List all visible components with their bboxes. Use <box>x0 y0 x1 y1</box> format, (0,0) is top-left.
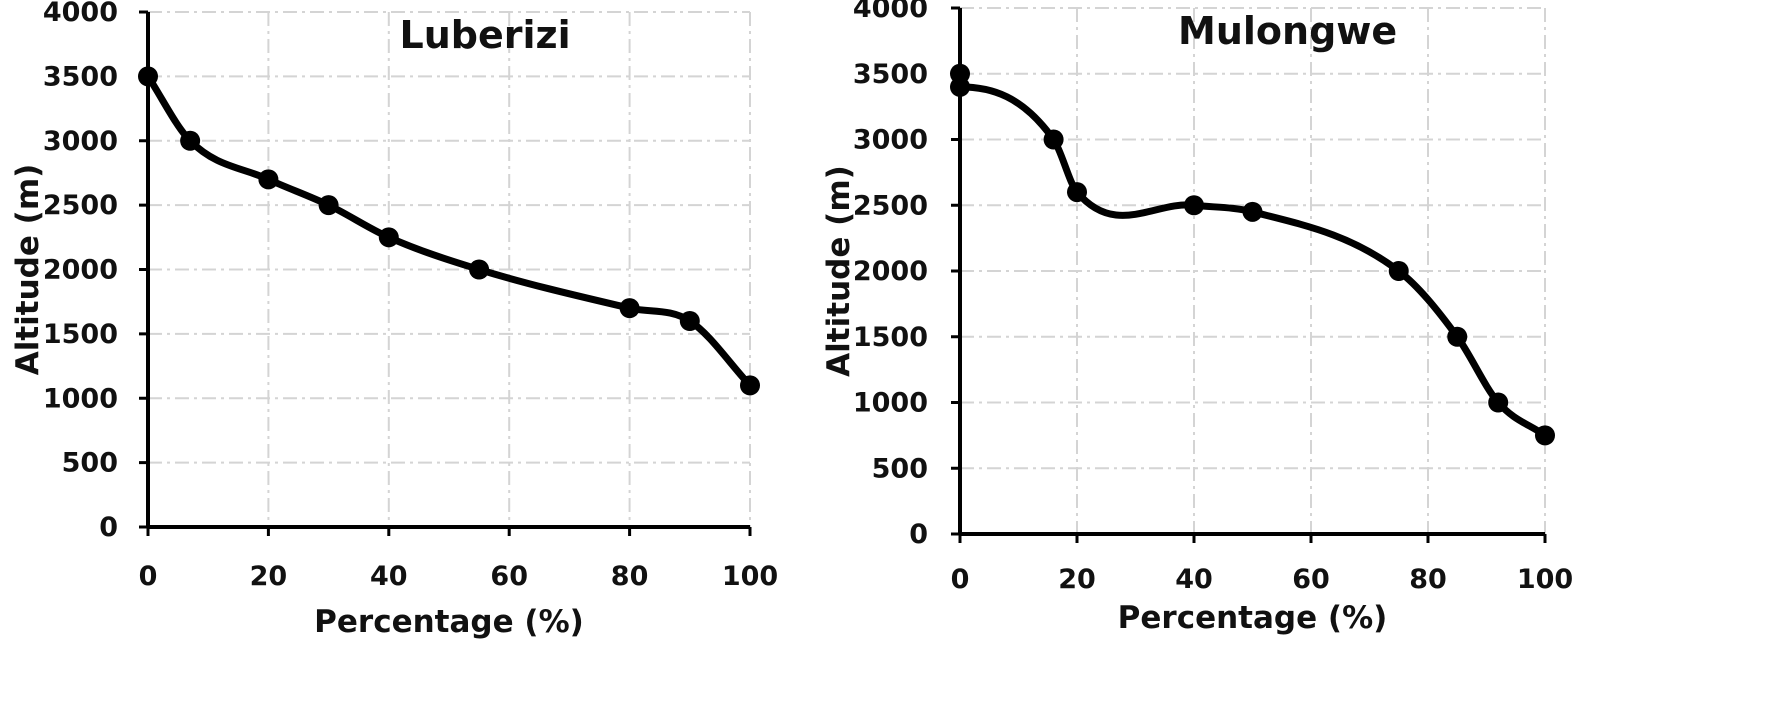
x-tick-label: 0 <box>139 561 158 592</box>
x-tick-label: 40 <box>1175 564 1213 595</box>
y-tick-label: 4000 <box>43 0 118 28</box>
x-tick-label: 100 <box>722 561 778 592</box>
y-tick-label: 2000 <box>853 256 928 287</box>
y-tick-label: 0 <box>909 519 928 550</box>
data-point <box>679 311 700 331</box>
data-point <box>378 227 399 248</box>
y-tick-label: 2000 <box>43 255 118 286</box>
x-tick-label: 80 <box>611 561 649 592</box>
data-point <box>1043 129 1064 150</box>
y-tick-label: 2500 <box>853 190 928 221</box>
data-point <box>318 195 339 216</box>
chart-title: Mulongwe <box>1178 9 1397 53</box>
y-tick-label: 4000 <box>853 0 928 24</box>
data-point <box>1488 392 1509 413</box>
data-point <box>469 259 490 280</box>
series-line <box>144 72 754 389</box>
chart-title: Luberizi <box>400 13 571 57</box>
chart-mulongwe: 0 500 1000 1500 2000 2500 3000 3500 4000 0 20 40 60 8… <box>821 0 1573 636</box>
data-point <box>1184 195 1204 216</box>
y-tick-label: 2500 <box>43 190 118 221</box>
y-axis-label: Altitude (m) <box>821 165 857 377</box>
data-point <box>1447 326 1468 347</box>
x-tick-label: 0 <box>951 564 970 595</box>
y-tick-label: 0 <box>99 512 118 543</box>
y-tick-label: 3500 <box>43 61 118 92</box>
data-point <box>1067 182 1087 203</box>
x-axis-label: Percentage (%) <box>314 604 584 640</box>
y-tick-label: 3500 <box>853 59 928 90</box>
data-point <box>1388 261 1409 281</box>
y-tick-label: 3000 <box>43 126 118 157</box>
x-tick-label: 100 <box>1517 564 1573 595</box>
data-point <box>138 66 158 87</box>
data-point <box>1535 425 1555 446</box>
x-tick-label: 60 <box>1292 564 1330 595</box>
y-tick-label: 1500 <box>43 319 118 350</box>
series-line <box>956 70 1549 439</box>
y-tick-label: 500 <box>62 448 118 479</box>
y-tick-label: 500 <box>872 453 928 484</box>
data-point <box>1242 201 1263 222</box>
x-tick-label: 20 <box>1058 564 1096 595</box>
y-tick-label: 1000 <box>853 388 928 419</box>
data-point <box>180 130 201 151</box>
y-tick-label: 1500 <box>853 322 928 353</box>
data-point <box>619 298 640 319</box>
x-axis-label: Percentage (%) <box>1118 600 1388 636</box>
data-point <box>740 375 760 396</box>
chart-luberizi: 0 500 1000 1500 2000 2500 3000 3500 4000 0 20 40 60 8… <box>10 0 778 640</box>
x-tick-label: 20 <box>250 561 288 592</box>
y-tick-label: 3000 <box>853 125 928 156</box>
data-point <box>950 76 970 97</box>
y-axis-label: Altitude (m) <box>10 164 46 376</box>
x-tick-label: 80 <box>1409 564 1447 595</box>
data-point <box>258 169 279 190</box>
x-tick-label: 60 <box>490 561 528 592</box>
y-tick-label: 1000 <box>43 383 118 414</box>
x-tick-label: 40 <box>370 561 408 592</box>
